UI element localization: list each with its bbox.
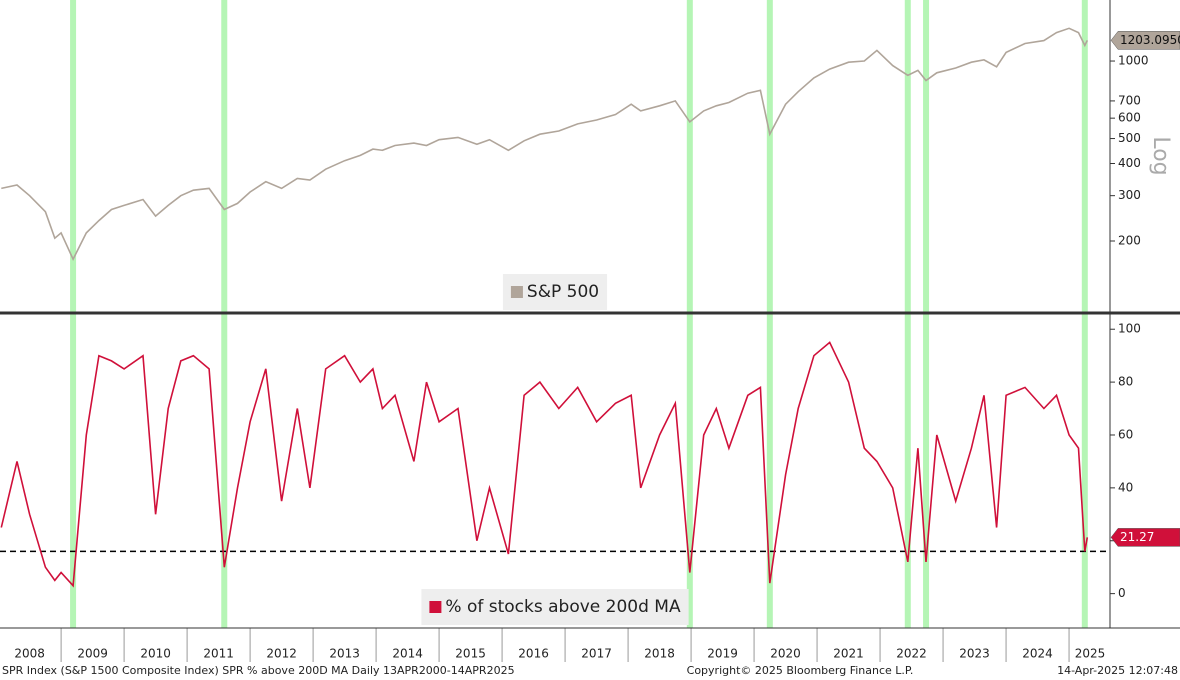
y-axis-label: Log: [1148, 136, 1173, 175]
y-tick-label: 40: [1118, 480, 1133, 494]
legend: % of stocks above 200d MA: [421, 589, 689, 625]
y-tick-label: 600: [1118, 111, 1141, 125]
legend-label: % of stocks above 200d MA: [445, 597, 681, 617]
x-tick-label: 2023: [959, 647, 990, 661]
x-tick-label: 2021: [833, 647, 864, 661]
x-tick-label: 2019: [707, 647, 738, 661]
series-line: [0, 341, 1089, 588]
last-value-flag: [1110, 528, 1180, 547]
y-tick-label: 1000: [1118, 54, 1149, 68]
y-tick-label: 60: [1118, 427, 1133, 441]
x-tick-label: 2016: [518, 647, 549, 661]
footer-left: SPR Index (S&P 1500 Composite Index) SPR…: [2, 664, 515, 677]
x-tick-label: 2015: [455, 647, 486, 661]
footer-right: 14-Apr-2025 12:07:48: [1057, 664, 1178, 677]
x-tick-label: 2024: [1022, 647, 1053, 661]
footer-center: Copyright© 2025 Bloomberg Finance L.P.: [687, 664, 914, 677]
x-tick-label: 2010: [140, 647, 171, 661]
last-value-label: 21.27: [1120, 530, 1154, 544]
x-tick-label: 2009: [77, 647, 108, 661]
x-tick-label: 2017: [581, 647, 612, 661]
y-tick-label: 80: [1118, 375, 1133, 389]
x-tick-label: 2011: [203, 647, 234, 661]
y-tick-label: 700: [1118, 93, 1141, 107]
x-axis-band: [0, 629, 1180, 662]
y-tick-label: 0: [1118, 586, 1126, 600]
legend-label: S&P 500: [527, 282, 599, 302]
y-tick-label: 300: [1118, 188, 1141, 202]
x-tick-label: 2022: [896, 647, 927, 661]
legend-swatch: [429, 601, 442, 613]
x-tick-label: 2008: [14, 647, 45, 661]
x-tick-label: 2020: [770, 647, 801, 661]
y-tick-label: 400: [1118, 156, 1141, 170]
legend-box: [421, 589, 689, 625]
x-tick-label: 2018: [644, 647, 675, 661]
legend-swatch: [510, 286, 523, 298]
series-line: [1, 27, 1089, 262]
legend: S&P 500: [502, 274, 608, 310]
x-tick-label: 2012: [266, 647, 297, 661]
y-tick-label: 500: [1118, 131, 1141, 145]
last-value-flag: [1110, 31, 1180, 50]
y-tick-label: 100: [1118, 322, 1141, 336]
x-tick-label: 2013: [329, 647, 360, 661]
x-tick-label: 2025: [1075, 647, 1106, 661]
x-tick-label: 2014: [392, 647, 423, 661]
y-tick-label: 200: [1118, 234, 1141, 248]
last-value-label: 1203.0950: [1120, 33, 1180, 47]
